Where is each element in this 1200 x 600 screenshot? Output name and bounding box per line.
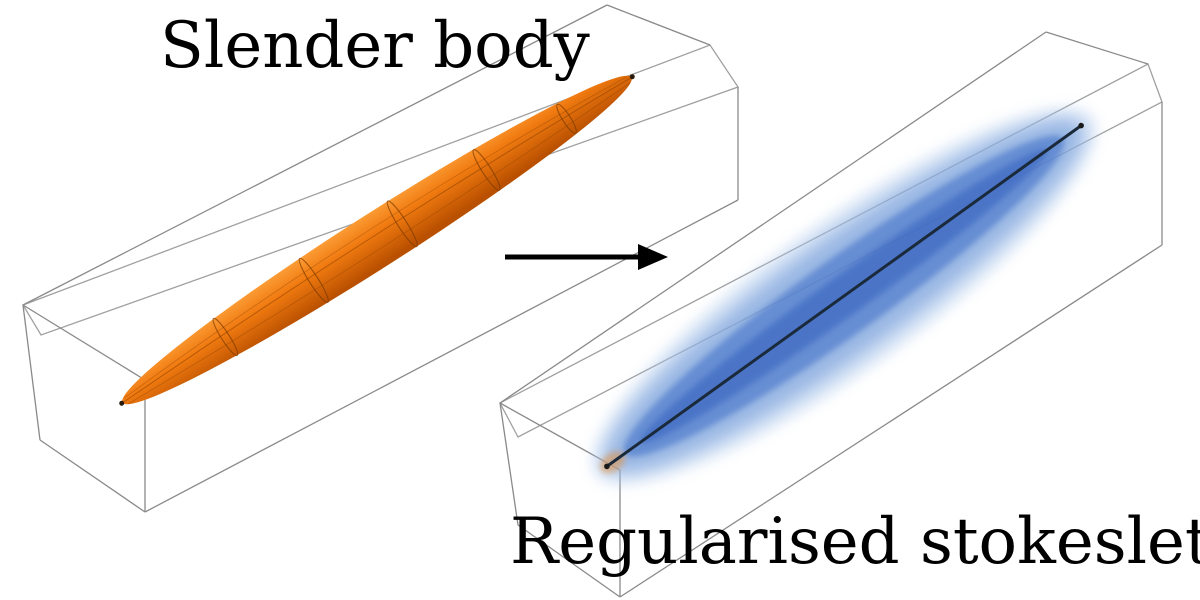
caption-regularised-stokeslets: Regularised stokeslets bbox=[510, 505, 1200, 579]
caption-slender-body: Slender body bbox=[160, 9, 590, 83]
arrow-right-icon bbox=[505, 244, 668, 270]
slender-body bbox=[119, 74, 635, 406]
stokeslet-centreline bbox=[605, 124, 1083, 468]
stokeslet-cloud bbox=[592, 108, 1096, 484]
